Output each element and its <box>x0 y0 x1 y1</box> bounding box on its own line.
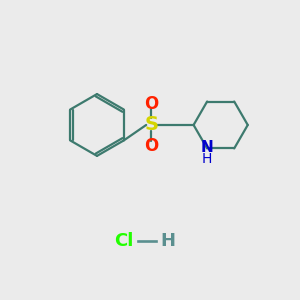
Text: H: H <box>202 152 212 166</box>
Text: Cl: Cl <box>114 232 134 250</box>
Text: H: H <box>160 232 175 250</box>
Text: O: O <box>144 95 159 113</box>
Text: O: O <box>144 137 159 155</box>
Text: S: S <box>145 116 158 134</box>
Text: N: N <box>201 140 214 155</box>
